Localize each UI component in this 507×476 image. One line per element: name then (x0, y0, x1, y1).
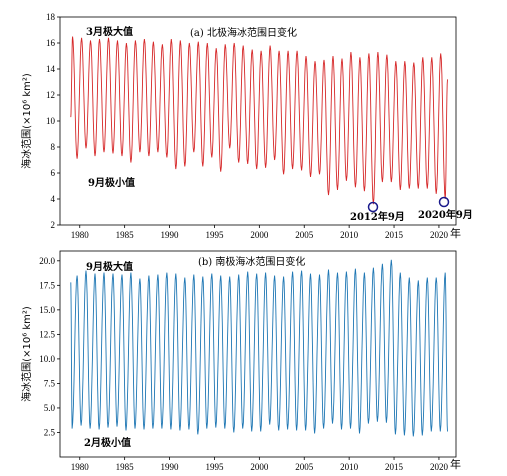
arctic-ytick-label: 14 (46, 64, 56, 74)
antarctic-xtick-label: 1995 (205, 462, 224, 472)
antarctic-chart-title: (b) 南极海冰范围日变化 (198, 255, 305, 268)
arctic-panel: 2 4 6 8 10 12 14 16 18 1980 1985 1990 1995 2000 2005 2… (20, 12, 473, 240)
arctic-y-ticks: 2 4 6 8 10 12 14 16 18 (46, 12, 60, 230)
antarctic-xtick-label: 1985 (116, 462, 135, 472)
arctic-x-ticks: 1980 1985 1990 1995 2000 2005 2010 2015 2020 (71, 225, 449, 240)
antarctic-xtick-label: 1980 (71, 462, 90, 472)
antarctic-ytick-label: 17.5 (39, 280, 55, 290)
event-2012-marker (367, 201, 379, 213)
antarctic-y-axis-label: 海冰范围(×10⁶ km²) (20, 306, 33, 402)
arctic-ytick-label: 16 (46, 38, 56, 48)
antarctic-x-ticks: 1980 1985 1990 1995 2000 2005 2010 2015 2020 (71, 457, 449, 472)
antarctic-ytick-label: 5.0 (44, 403, 56, 413)
antarctic-panel: 2.55.07.510.012.515.017.520.0 1980 1985 19… (20, 250, 461, 472)
arctic-chart-title: (a) 北极海冰范围日变化 (190, 26, 297, 39)
arctic-ytick-label: 18 (46, 12, 56, 22)
antarctic-xtick-label: 2005 (295, 462, 314, 472)
arctic-xtick-label: 1980 (71, 230, 90, 240)
antarctic-xtick-label: 2015 (385, 462, 404, 472)
antarctic-series-line (70, 259, 448, 437)
antarctic-ytick-label: 2.5 (44, 427, 56, 437)
arctic-y-axis-label: 海冰范围(×10⁶ km²) (20, 73, 33, 169)
arctic-xtick-label: 2000 (250, 230, 269, 240)
arctic-xtick-label: 1995 (205, 230, 224, 240)
arctic-min-label: 9月极小值 (88, 176, 135, 189)
arctic-xtick-label: 1990 (161, 230, 180, 240)
arctic-x-unit: 年 (450, 226, 461, 240)
antarctic-x-unit: 年 (450, 457, 461, 471)
antarctic-min-label: 2月极小值 (84, 436, 131, 449)
arctic-ytick-label: 6 (51, 168, 56, 178)
arctic-plot-frame (59, 16, 457, 226)
arctic-ytick-label: 8 (51, 142, 56, 152)
arctic-xtick-label: 2020 (430, 230, 449, 240)
event-2012-label: 2012年9月 (350, 210, 405, 223)
arctic-series-line (70, 36, 448, 205)
antarctic-ytick-label: 12.5 (39, 329, 55, 339)
event-2020-label: 2020年9月 (418, 208, 473, 221)
arctic-xtick-label: 2015 (385, 230, 404, 240)
antarctic-ytick-label: 7.5 (44, 378, 56, 388)
arctic-xtick-label: 1985 (116, 230, 135, 240)
antarctic-xtick-label: 2020 (430, 462, 449, 472)
antarctic-plot-frame (59, 250, 457, 458)
antarctic-xtick-label: 1990 (161, 462, 180, 472)
antarctic-ytick-label: 15.0 (39, 305, 55, 315)
arctic-ytick-label: 10 (46, 116, 56, 126)
arctic-ytick-label: 2 (51, 220, 56, 230)
event-2020-marker (438, 196, 450, 208)
arctic-xtick-label: 2005 (295, 230, 314, 240)
antarctic-y-ticks: 2.5 5.0 7.5 10.0 12.5 15.0 17.5 20.0 (39, 256, 60, 437)
antarctic-max-label: 9月极大值 (86, 260, 133, 273)
antarctic-ytick-label: 10.0 (39, 354, 55, 364)
arctic-ytick-label: 12 (46, 90, 55, 100)
antarctic-ytick-label: 20.0 (39, 256, 55, 266)
antarctic-xtick-label: 2010 (340, 462, 359, 472)
arctic-max-label: 3月极大值 (86, 25, 133, 38)
antarctic-xtick-label: 2000 (250, 462, 269, 472)
arctic-xtick-label: 2010 (340, 230, 359, 240)
arctic-ytick-label: 4 (51, 194, 56, 204)
